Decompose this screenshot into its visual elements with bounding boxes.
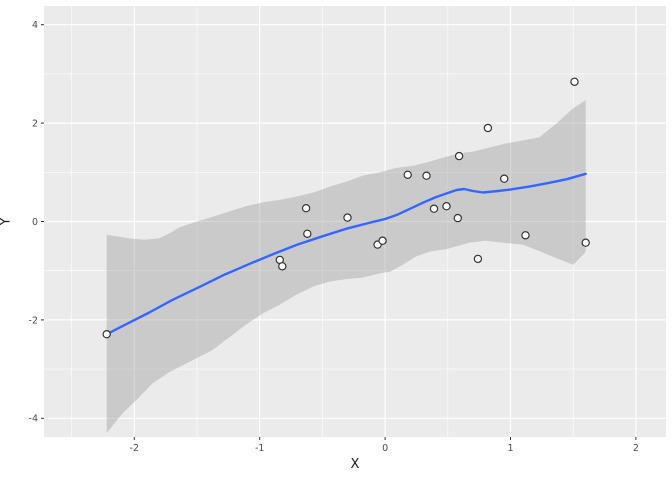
data-point: [570, 77, 579, 87]
data-point: [343, 213, 352, 222]
data-point: [473, 254, 483, 264]
data-point: [453, 213, 462, 223]
data-point: [521, 231, 530, 240]
data-point: [442, 201, 451, 211]
data-point: [581, 238, 590, 247]
y-tick-label: -2: [29, 315, 38, 326]
data-point: [429, 204, 439, 213]
data-point: [301, 203, 311, 213]
x-axis-title: X: [350, 457, 360, 472]
data-point: [303, 229, 312, 238]
y-tick-label: -4: [29, 414, 38, 425]
data-point: [483, 123, 493, 133]
smooth-line: [105, 172, 587, 336]
y-axis-title: Y: [0, 217, 14, 226]
x-tick-label: 2: [633, 443, 639, 454]
data-point: [102, 330, 111, 339]
data-point: [403, 170, 412, 179]
x-tick-label: 0: [382, 443, 388, 454]
y-tick-label: 2: [32, 118, 38, 129]
y-tick-label: 4: [32, 20, 38, 31]
data-point: [378, 236, 387, 245]
x-tick-label: 1: [507, 443, 513, 454]
y-tick-label: 0: [32, 217, 38, 228]
data-point: [278, 262, 287, 271]
x-tick-label: -2: [130, 443, 139, 454]
data-point: [422, 171, 431, 180]
x-tick-label: -1: [255, 443, 264, 454]
confidence-ribbon: [106, 100, 586, 434]
data-point: [454, 151, 464, 161]
data-point: [500, 174, 509, 183]
